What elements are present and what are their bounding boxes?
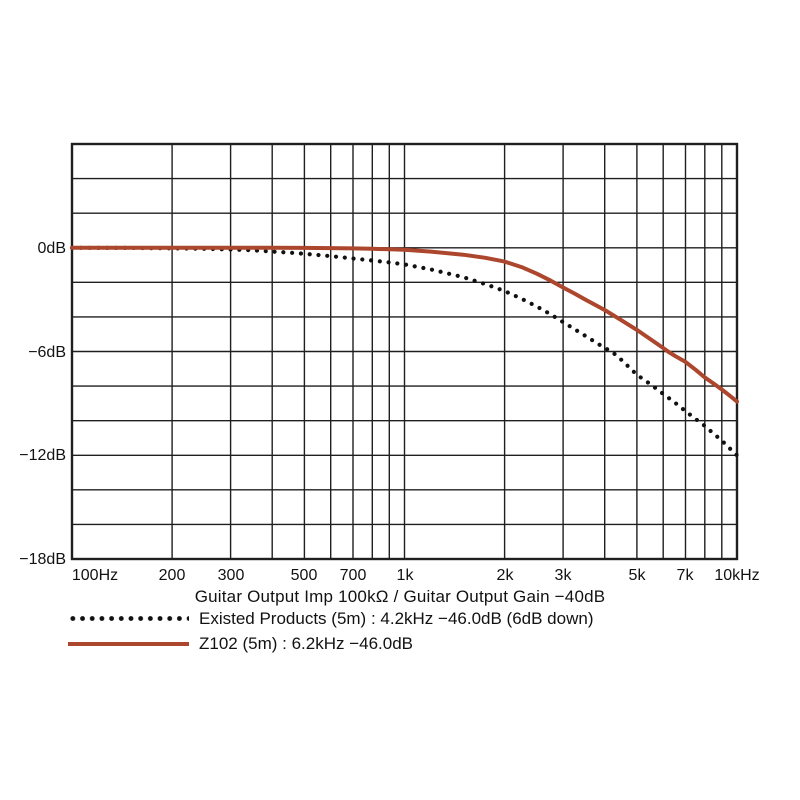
y-tick-label: −18dB (19, 551, 66, 568)
x-tick-label: 7k (676, 567, 694, 584)
x-tick-label: 2k (496, 567, 514, 584)
x-tick-label: 100Hz (71, 567, 119, 584)
plot-border (70, 142, 739, 561)
dotted-line-marker (68, 607, 189, 630)
legend-item-z102: Z102 (5m) : 6.2kHz −46.0dB (68, 632, 594, 655)
legend-label-z102: Z102 (5m) : 6.2kHz −46.0dB (199, 633, 414, 653)
x-tick-label: 5k (628, 567, 646, 584)
y-tick-label: −6dB (28, 344, 66, 361)
x-tick-label: 200 (158, 567, 186, 584)
legend: Existed Products (5m) : 4.2kHz −46.0dB (… (68, 607, 594, 657)
y-tick-label: −12dB (19, 447, 66, 464)
legend-label-existed-products: Existed Products (5m) : 4.2kHz −46.0dB (… (199, 608, 594, 628)
x-tick-label: 700 (339, 567, 367, 584)
solid-line-marker (68, 632, 189, 655)
x-tick-label: 10kHz (714, 567, 760, 584)
y-tick-label: 0dB (37, 240, 66, 257)
x-tick-label: 3k (554, 567, 572, 584)
x-tick-label: 300 (217, 567, 245, 584)
x-tick-label: 500 (290, 567, 318, 584)
chart-caption: Guitar Output Imp 100kΩ / Guitar Output … (194, 587, 606, 606)
x-tick-label: 1k (396, 567, 414, 584)
series-curve-z102 (70, 245, 739, 404)
legend-item-existed-products: Existed Products (5m) : 4.2kHz −46.0dB (… (68, 607, 594, 630)
